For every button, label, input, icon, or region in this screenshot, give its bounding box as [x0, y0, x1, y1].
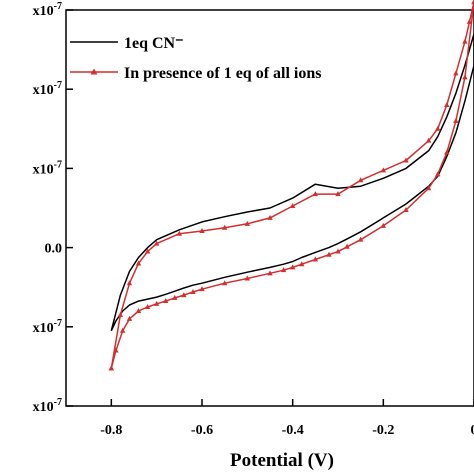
- series-2-point: [466, 18, 473, 24]
- series-2-point: [144, 304, 151, 309]
- y-tick-label: x10-7: [33, 318, 62, 336]
- series-2-point: [153, 240, 160, 246]
- series-2-point: [190, 288, 196, 294]
- series-2-point: [326, 251, 332, 257]
- series-2-point: [403, 206, 409, 212]
- series-2-point: [244, 275, 251, 281]
- series-2-point: [403, 157, 409, 163]
- series-2-point: [144, 248, 151, 254]
- y-tick-label: x10-7: [33, 159, 62, 177]
- series-2-point: [357, 236, 364, 242]
- series-2-point: [444, 149, 450, 155]
- series-2-point: [126, 280, 133, 286]
- series-2-point: [471, 0, 474, 5]
- series-2-point: [299, 261, 305, 267]
- series-layer: [108, 0, 474, 371]
- x-tick-label: -0.6: [191, 423, 213, 438]
- series-2-point: [312, 256, 319, 262]
- series-2-point: [289, 203, 296, 209]
- x-tick-label: -0.4: [282, 423, 304, 438]
- series-line-1: [110, 33, 474, 332]
- series-2-point: [113, 347, 119, 353]
- x-tick-label: -0.8: [100, 423, 122, 438]
- series-2-point: [380, 167, 387, 173]
- series-2-point: [444, 102, 450, 108]
- series-2-point: [435, 171, 441, 177]
- series-2-point: [462, 74, 468, 80]
- y-tick-label: 0.0: [45, 242, 63, 257]
- series-2-point: [344, 243, 350, 249]
- series-2-point: [453, 117, 459, 123]
- series-2-point: [119, 327, 126, 333]
- y-tick-label: x10-7: [33, 80, 62, 98]
- series-2-point: [435, 125, 441, 131]
- series-2-point: [135, 307, 142, 313]
- series-2-point: [267, 270, 273, 276]
- series-2-point: [335, 248, 341, 254]
- series-2-point: [199, 227, 205, 233]
- series-2-point: [221, 224, 228, 230]
- x-tick-label: -0.2: [372, 423, 394, 438]
- series-2-point: [181, 292, 187, 298]
- series-2-point: [289, 264, 296, 270]
- legend: 1eq CN⁻ In presence of 1 eq of all ions: [70, 35, 321, 82]
- series-2-point: [267, 214, 273, 220]
- series-2-point: [357, 177, 364, 183]
- series-2-point: [135, 260, 142, 266]
- series-2-point: [453, 70, 459, 76]
- series-2-point: [221, 280, 228, 286]
- series-2-point: [176, 230, 183, 236]
- series-2-point: [280, 267, 287, 273]
- y-tick-label: x10-7: [33, 1, 62, 19]
- series-2-point: [126, 315, 133, 321]
- series-2-point: [380, 222, 387, 228]
- x-tick-label: 0: [471, 423, 474, 438]
- series-2-point: [244, 220, 251, 226]
- y-tick-label: x10-7: [33, 397, 62, 415]
- x-axis: -0.8 -0.6 -0.4 -0.2 0: [100, 399, 474, 438]
- series-2-point: [462, 38, 468, 44]
- series-2-point: [335, 191, 341, 197]
- legend-label-cn: 1eq CN⁻: [124, 35, 184, 52]
- legend-marker-all-ions: [90, 68, 98, 75]
- series-2-point: [312, 191, 319, 197]
- series-2-point: [153, 300, 160, 306]
- series-2-point: [425, 185, 432, 191]
- series-2-point: [425, 137, 432, 143]
- series-2-point: [172, 294, 178, 300]
- series-2-point: [199, 286, 205, 292]
- series-2-point: [108, 365, 115, 371]
- series-2-point: [117, 311, 124, 317]
- x-axis-title: Potential (V): [230, 450, 334, 471]
- series-2-point: [163, 298, 169, 304]
- legend-label-all-ions: In presence of 1 eq of all ions: [124, 65, 321, 82]
